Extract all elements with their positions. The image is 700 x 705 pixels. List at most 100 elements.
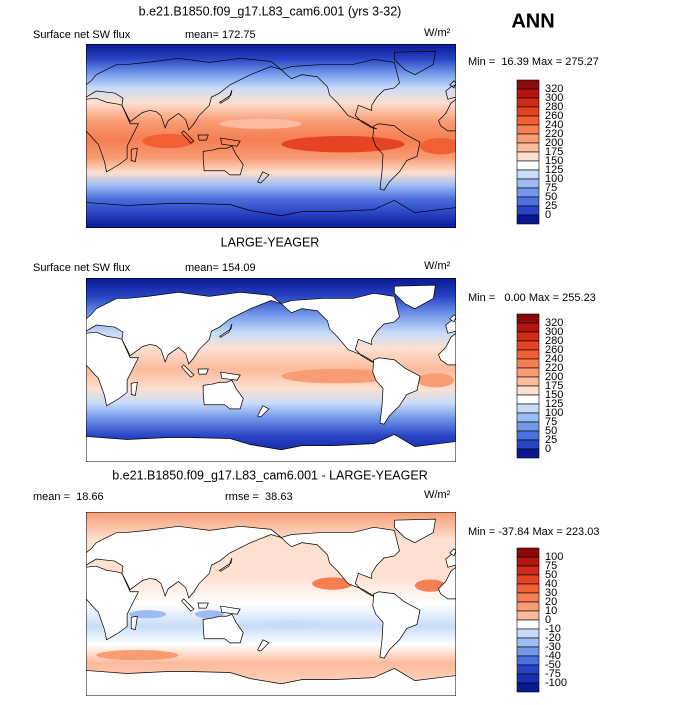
colorbar-label: 240 xyxy=(545,353,563,365)
colorbar-box xyxy=(516,151,540,162)
colorbar-label: 320 xyxy=(545,317,563,329)
colorbar-box xyxy=(516,79,540,90)
colorbar-box xyxy=(516,106,540,117)
colorbar-label: 200 xyxy=(545,371,563,383)
colorbar-box xyxy=(516,628,540,639)
colorbar-box xyxy=(516,403,540,414)
colorbar-box xyxy=(516,376,540,387)
colorbar-box xyxy=(516,430,540,441)
colorbar-box xyxy=(516,655,540,666)
colorbar-label: 280 xyxy=(545,335,563,347)
colorbar-box xyxy=(516,349,540,360)
colorbar-box xyxy=(516,394,540,405)
colorbar-label: 50 xyxy=(545,425,557,437)
colorbar-label: -75 xyxy=(545,668,561,680)
colorbar-label: 260 xyxy=(545,344,563,356)
colorbar-label: 240 xyxy=(545,119,563,131)
minmax-label: Min = 0.00 Max = 255.23 xyxy=(468,292,596,304)
colorbar-label: 40 xyxy=(545,578,557,590)
colorbar-box xyxy=(516,187,540,198)
colorbar-label: -30 xyxy=(545,641,561,653)
colorbar-box xyxy=(516,331,540,342)
colorbar-box xyxy=(516,115,540,126)
colorbar-label: 75 xyxy=(545,416,557,428)
map xyxy=(86,278,456,462)
colorbar-box xyxy=(516,97,540,108)
colorbar-label: 30 xyxy=(545,587,557,599)
colorbar-box xyxy=(516,124,540,135)
colorbar-label: 280 xyxy=(545,101,563,113)
map xyxy=(86,512,456,696)
colorbar-box xyxy=(516,322,540,333)
colorbar-label: 100 xyxy=(545,173,563,185)
colorbar-box xyxy=(516,367,540,378)
colorbar-box xyxy=(516,421,540,432)
colorbar-label: 75 xyxy=(545,182,557,194)
colorbar-box xyxy=(516,133,540,144)
colorbar-label: 10 xyxy=(545,605,557,617)
colorbar-label: -50 xyxy=(545,659,561,671)
variable-label: Surface net SW flux xyxy=(33,262,131,274)
colorbar-label: -40 xyxy=(545,650,561,662)
mean-label: mean = 18.66 xyxy=(33,491,104,503)
colorbar-label: 100 xyxy=(545,551,563,563)
colorbar-label: 220 xyxy=(545,128,563,140)
colorbar-label: 125 xyxy=(545,398,563,410)
minmax-label: Min = 16.39 Max = 275.27 xyxy=(468,56,599,68)
colorbar-label: 0 xyxy=(545,209,551,221)
colorbar-label: 50 xyxy=(545,569,557,581)
colorbar-label: 0 xyxy=(545,443,551,455)
colorbar-box xyxy=(516,637,540,648)
panel-title: b.e21.B1850.f09_g17.L83_cam6.001 - LARGE… xyxy=(112,468,427,482)
panel-title: LARGE-YEAGER xyxy=(221,235,320,249)
colorbar-box xyxy=(516,313,540,324)
mean-label: mean= 154.09 xyxy=(185,262,256,274)
colorbar-box xyxy=(516,178,540,189)
colorbar-box xyxy=(516,340,540,351)
colorbar-box xyxy=(516,358,540,369)
colorbar-box xyxy=(516,385,540,396)
colorbar-box xyxy=(516,583,540,594)
colorbar-label: 25 xyxy=(545,434,557,446)
colorbar-box xyxy=(516,547,540,558)
colorbar-label: 200 xyxy=(545,137,563,149)
colorbar-box xyxy=(516,673,540,684)
colorbar-box xyxy=(516,88,540,99)
variable-label: Surface net SW flux xyxy=(33,29,131,41)
colorbar-box xyxy=(516,556,540,567)
colorbar-box xyxy=(516,412,540,423)
colorbar-box xyxy=(516,160,540,171)
colorbar-label: 125 xyxy=(545,164,563,176)
colorbar-box xyxy=(516,682,540,693)
colorbar-box xyxy=(516,664,540,675)
colorbar-box xyxy=(516,439,540,450)
units-label: W/m² xyxy=(424,489,451,501)
colorbar-box xyxy=(516,610,540,621)
rmse-label: rmse = 38.63 xyxy=(225,491,293,503)
mean-label: mean= 172.75 xyxy=(185,29,256,41)
colorbar-label: 150 xyxy=(545,155,563,167)
colorbar-label: 50 xyxy=(545,191,557,203)
colorbar-label: 25 xyxy=(545,200,557,212)
colorbar-box xyxy=(516,205,540,216)
colorbar-box xyxy=(516,592,540,603)
colorbar-box xyxy=(516,646,540,657)
colorbar-box xyxy=(516,169,540,180)
colorbar-box xyxy=(516,448,540,459)
colorbar-label: 75 xyxy=(545,560,557,572)
colorbar-label: -100 xyxy=(545,677,567,689)
colorbar-label: 220 xyxy=(545,362,563,374)
map xyxy=(86,44,456,228)
colorbar-label: 20 xyxy=(545,596,557,608)
season-label: ANN xyxy=(511,10,554,32)
colorbar-label: 300 xyxy=(545,92,563,104)
colorbar-box xyxy=(516,601,540,612)
colorbar-label: 0 xyxy=(545,614,551,626)
units-label: W/m² xyxy=(424,260,451,272)
colorbar-box xyxy=(516,619,540,630)
colorbar-box xyxy=(516,214,540,225)
minmax-label: Min = -37.84 Max = 223.03 xyxy=(468,526,599,538)
colorbar-label: 260 xyxy=(545,110,563,122)
panel-title: b.e21.B1850.f09_g17.L83_cam6.001 (yrs 3-… xyxy=(139,4,402,18)
